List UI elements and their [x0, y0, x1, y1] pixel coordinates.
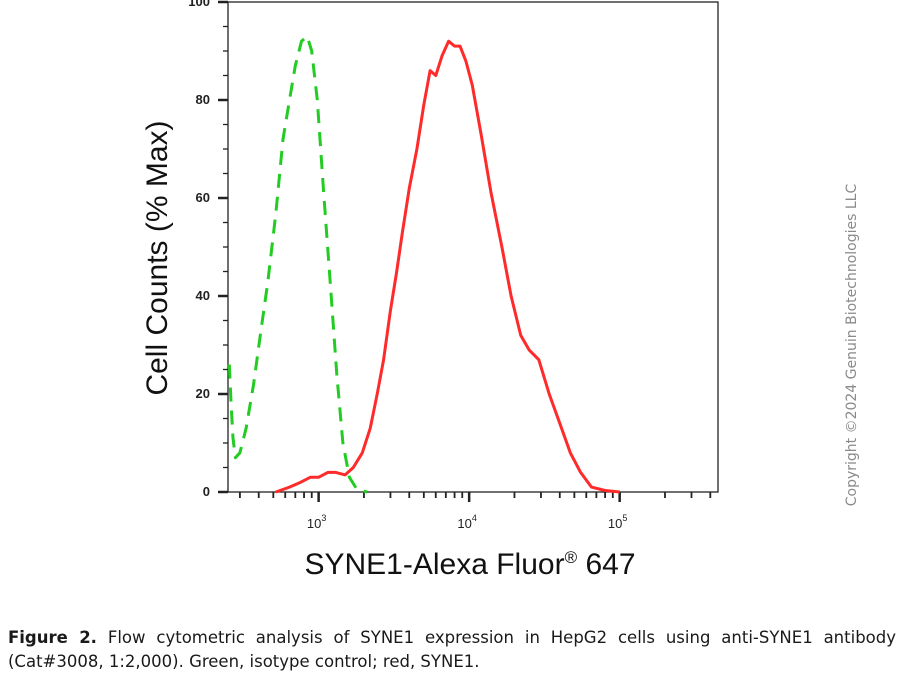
- x-tick-label: 103: [307, 513, 326, 531]
- x-axis-label-text: SYNE1-Alexa Fluor: [304, 548, 565, 581]
- series-layer: [227, 34, 620, 494]
- series-line-syne1: [275, 39, 620, 494]
- x-tick-label: 104: [457, 513, 476, 531]
- y-tick-label: 40: [196, 288, 210, 303]
- y-tick-label: 60: [196, 190, 210, 205]
- y-tick-label: 0: [203, 484, 210, 499]
- plot-border: [227, 1, 719, 493]
- y-tick-label: 20: [196, 386, 210, 401]
- caption-lead: Figure 2.: [8, 628, 97, 647]
- caption-text: Flow cytometric analysis of SYNE1 expres…: [8, 628, 897, 671]
- y-axis: 0 20 40 60 80 100: [188, 0, 228, 499]
- x-axis-label-suffix: 647: [577, 548, 636, 581]
- flow-cytometry-chart: 0 20 40 60 80 100 103 104 105: [188, 0, 719, 531]
- x-axis: 103 104 105: [239, 492, 712, 531]
- y-axis-label: Cell Counts (% Max): [141, 120, 174, 396]
- plot-frame: [227, 1, 719, 493]
- figure-caption: Figure 2. Flow cytometric analysis of SY…: [8, 626, 896, 674]
- series-line-isotype-control: [227, 34, 368, 494]
- y-tick-label: 80: [196, 92, 210, 107]
- x-axis-label: SYNE1-Alexa Fluor® 647: [304, 548, 635, 582]
- y-tick-label: 100: [188, 0, 210, 9]
- x-tick-label: 105: [608, 513, 627, 531]
- registered-mark: ®: [564, 548, 578, 567]
- copyright-watermark: Copyright ©2024 Genuin Biotechnologies L…: [844, 183, 860, 507]
